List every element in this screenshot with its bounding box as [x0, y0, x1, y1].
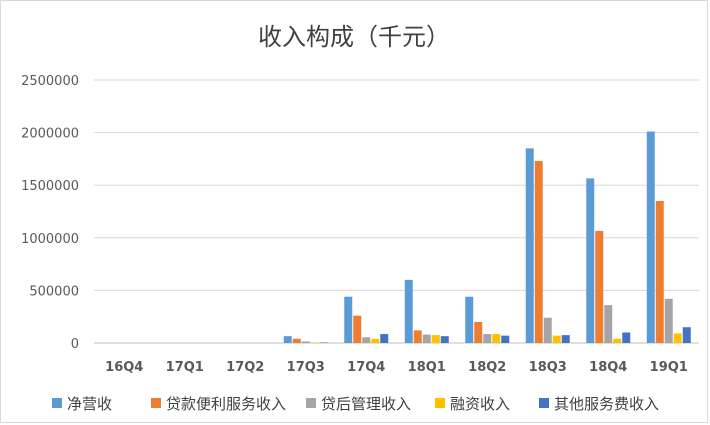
bar-17Q3-0	[283, 336, 292, 343]
bar-18Q4-0	[586, 178, 595, 343]
bar-17Q3-2	[301, 341, 310, 343]
legend: 净营收 贷款便利服务收入 贷后管理收入 融资收入 其他服务费收入	[52, 395, 659, 413]
bar-19Q1-0	[646, 131, 655, 343]
bar-17Q4-4	[380, 334, 389, 343]
y-axis-ticks: 0 500000 1000000 1500000 2000000 2500000	[21, 74, 79, 352]
bar-18Q2-0	[465, 296, 474, 343]
bar-18Q3-1	[534, 161, 543, 343]
bar-17Q3-3	[310, 342, 319, 343]
bar-18Q3-4	[561, 335, 570, 343]
x-tick-label: 18Q3	[529, 360, 567, 375]
bar-18Q1-2	[422, 334, 431, 343]
legend-swatch	[306, 398, 316, 408]
bar-18Q3-3	[552, 335, 561, 343]
legend-swatch	[539, 398, 549, 408]
bar-17Q4-1	[353, 315, 362, 343]
legend-label: 贷款便利服务收入	[166, 395, 286, 413]
bar-18Q4-2	[604, 305, 613, 343]
legend-swatch	[52, 398, 62, 408]
bar-19Q1-4	[682, 327, 691, 343]
bar-19Q1-2	[664, 298, 673, 343]
bar-18Q4-3	[613, 338, 622, 343]
legend-swatch	[435, 398, 445, 408]
bar-17Q4-2	[362, 337, 371, 343]
y-tick-label: 500000	[29, 284, 79, 299]
bar-18Q2-2	[483, 334, 492, 343]
legend-label: 贷后管理收入	[321, 395, 411, 413]
y-tick-label: 2500000	[21, 74, 79, 89]
gridlines	[94, 79, 699, 344]
x-tick-label: 18Q4	[589, 360, 627, 375]
bar-18Q2-3	[492, 334, 501, 343]
bar-17Q4-3	[371, 338, 380, 343]
x-tick-label: 17Q4	[347, 360, 385, 375]
x-tick-label: 18Q2	[468, 360, 506, 375]
bar-19Q1-1	[655, 200, 664, 343]
y-tick-label: 2000000	[21, 127, 79, 142]
x-axis-ticks: 16Q4 17Q1 17Q2 17Q3 17Q4 18Q1 18Q2 18Q3 18Q4 19Q1	[105, 360, 688, 375]
bar-18Q1-1	[413, 330, 422, 343]
x-tick-label: 17Q3	[287, 360, 325, 375]
bar-18Q3-0	[525, 148, 534, 343]
y-tick-label: 1000000	[21, 232, 79, 247]
x-tick-label: 17Q1	[166, 360, 204, 375]
bar-17Q3-4	[319, 342, 328, 343]
bar-18Q3-2	[543, 317, 552, 343]
chart-title: 收入构成（千元）	[258, 23, 450, 51]
bar-17Q4-0	[344, 296, 353, 343]
bar-18Q2-4	[501, 335, 510, 343]
x-tick-label: 18Q1	[408, 360, 446, 375]
x-tick-label: 16Q4	[105, 360, 143, 375]
bar-19Q1-3	[673, 333, 682, 343]
bar-18Q1-0	[404, 279, 413, 343]
bar-17Q3-1	[292, 338, 301, 343]
y-tick-label: 0	[71, 337, 79, 352]
legend-swatch	[151, 398, 161, 408]
bar-18Q1-4	[440, 336, 449, 343]
x-tick-label: 17Q2	[226, 360, 264, 375]
legend-label: 净营收	[67, 395, 112, 413]
bars	[283, 131, 691, 343]
bar-18Q4-1	[595, 230, 604, 343]
legend-label: 其他服务费收入	[554, 395, 659, 413]
bar-18Q2-1	[474, 321, 483, 343]
legend-label: 融资收入	[450, 395, 510, 413]
bar-18Q1-3	[431, 335, 440, 343]
bar-18Q4-4	[622, 332, 631, 343]
y-tick-label: 1500000	[21, 179, 79, 194]
x-tick-label: 19Q1	[650, 360, 688, 375]
